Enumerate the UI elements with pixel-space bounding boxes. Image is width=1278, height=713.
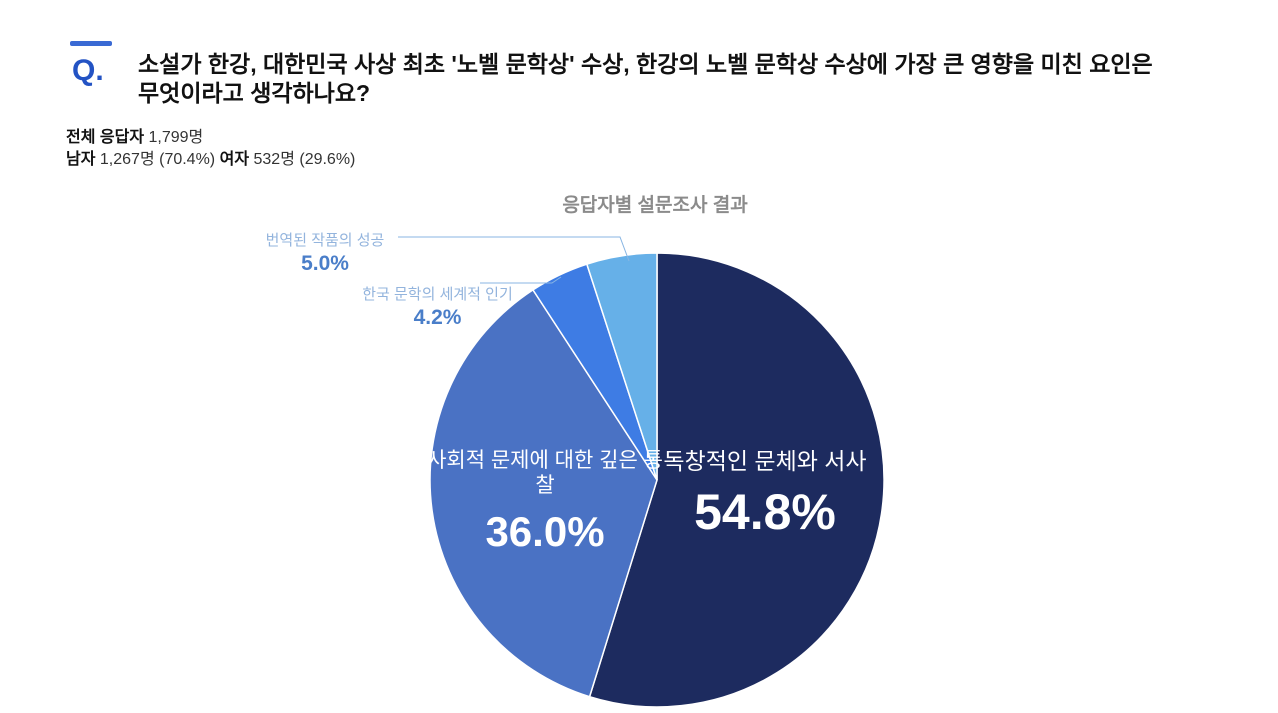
question-line-1: 소설가 한강, 대한민국 사상 최초 '노벨 문학상' 수상, 한강의 노벨 문… [138,51,1153,77]
callout-korean-literature-popularity-label: 한국 문학의 세계적 인기 [362,286,513,303]
pie-slice-1 [429,288,658,698]
question-accent-bar [70,41,112,46]
respondent-total-value: 1,799명 [148,129,204,146]
respondent-female-value: 532명 (29.6%) [253,151,356,168]
slice-label-social-insight: 사회적 문제에 대한 깊은 통찰 36.0% [425,448,665,556]
respondent-summary: 전체 응답자 1,799명 남자 1,267명 (70.4%) 여자 532명 … [66,127,355,171]
respondent-total-label: 전체 응답자 [66,129,145,146]
pie-slice-0 [588,252,885,708]
leader-line-korean-literature-popularity [480,276,562,284]
callout-translated-success: 번역된 작품의 성공 5.0% [245,229,405,276]
respondent-total-line: 전체 응답자 1,799명 [66,127,355,149]
respondent-female-label: 여자 [219,151,250,168]
callout-translated-success-percent: 5.0% [301,252,349,275]
slice-label-original-style-percent: 54.8% [694,484,836,540]
question-line-2: 무엇이라고 생각하나요? [138,80,371,106]
pie-slice-3 [585,252,658,481]
pie-slices-group [429,252,885,708]
respondent-gender-line: 남자 1,267명 (70.4%) 여자 532명 (29.6%) [66,149,355,171]
question-mark-label: Q. [72,54,104,87]
respondent-male-label: 남자 [66,151,96,168]
slice-label-original-style: 독창적인 문체와 서사 54.8% [640,448,890,541]
slice-label-original-style-text: 독창적인 문체와 서사 [663,448,867,474]
callout-translated-success-label: 번역된 작품의 성공 [265,232,385,249]
question-text: 소설가 한강, 대한민국 사상 최초 '노벨 문학상' 수상, 한강의 노벨 문… [138,50,1238,108]
slice-label-social-insight-percent: 36.0% [485,508,605,555]
slice-label-social-insight-text: 사회적 문제에 대한 깊은 통찰 [427,449,663,497]
callout-korean-literature-popularity-percent: 4.2% [413,306,462,329]
callout-korean-literature-popularity: 한국 문학의 세계적 인기 4.2% [355,283,520,330]
respondent-male-value: 1,267명 (70.4%) [99,151,216,168]
chart-title: 응답자별 설문조사 결과 [562,195,748,216]
leader-line-translated-success [398,236,630,262]
